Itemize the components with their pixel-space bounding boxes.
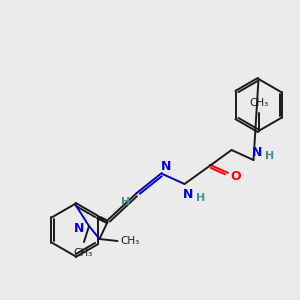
- Text: N: N: [252, 146, 263, 158]
- Text: N: N: [74, 223, 84, 236]
- Text: H: H: [121, 197, 130, 207]
- Text: O: O: [230, 170, 241, 184]
- Text: CH₃: CH₃: [249, 98, 268, 108]
- Text: N: N: [161, 160, 172, 172]
- Text: CH₃: CH₃: [120, 236, 139, 246]
- Text: H: H: [265, 151, 274, 161]
- Text: CH₃: CH₃: [74, 248, 93, 258]
- Text: N: N: [183, 188, 194, 200]
- Text: H: H: [196, 193, 205, 203]
